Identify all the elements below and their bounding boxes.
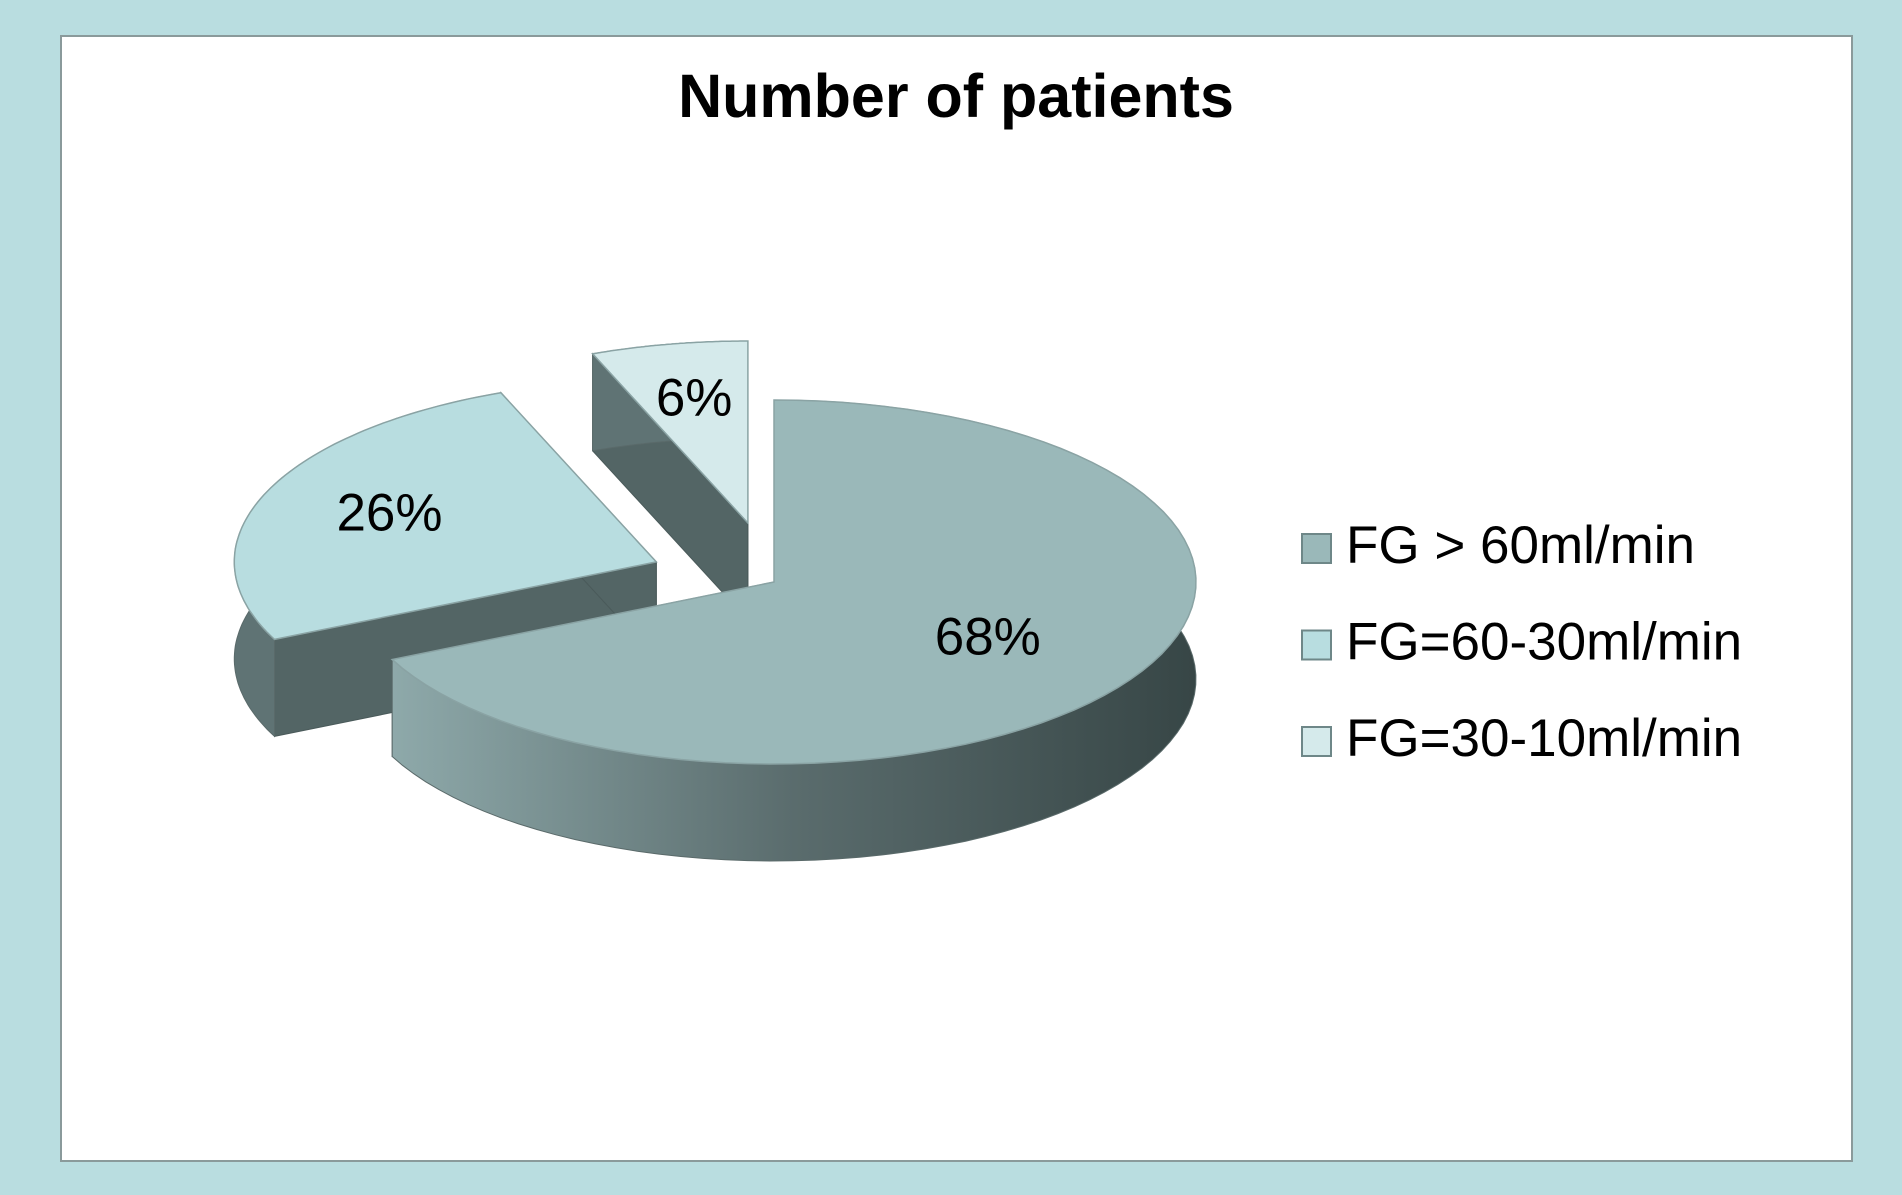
chart-title: Number of patients (678, 62, 1234, 130)
legend-label: FG > 60ml/min (1346, 516, 1695, 575)
legend-label: FG=60-30ml/min (1346, 613, 1742, 672)
legend-label: FG=30-10ml/min (1346, 709, 1742, 768)
legend-swatch (1301, 629, 1332, 661)
legend-swatch (1301, 726, 1332, 757)
legend-swatch (1301, 533, 1332, 564)
slice (390, 399, 1197, 765)
data-label: 68% (935, 608, 1041, 667)
slice (591, 340, 749, 525)
data-label: 26% (336, 483, 442, 542)
slice (233, 391, 658, 641)
data-label: 6% (656, 368, 733, 427)
